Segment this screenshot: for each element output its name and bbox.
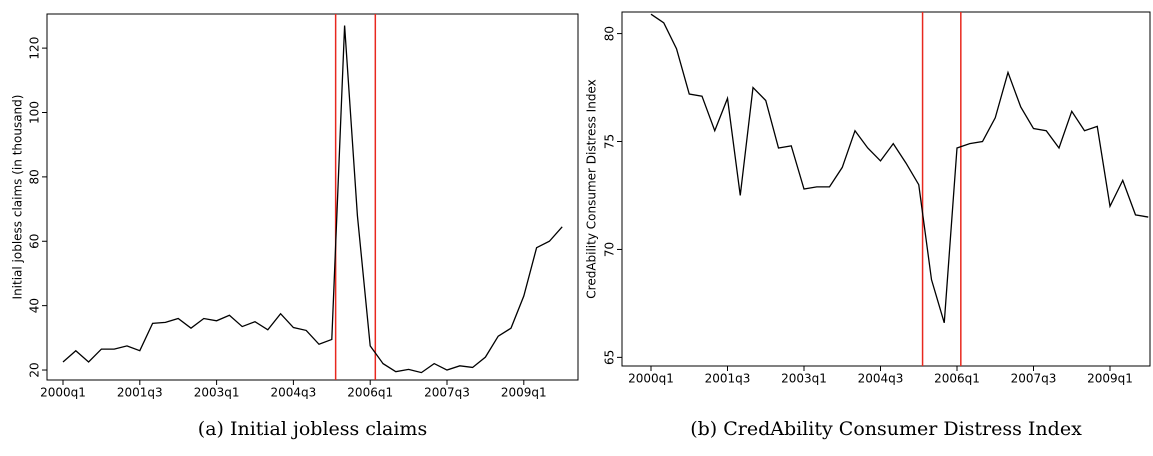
y-tick-label: 100 [28,101,42,124]
plot-frame [46,13,579,381]
y-tick-label: 75 [603,134,617,149]
x-tick-label: 2009q1 [501,386,547,400]
x-tick-label: 2006q1 [347,386,393,400]
x-tick-label: 2009q1 [1087,372,1133,386]
y-tick-label: 60 [28,234,42,249]
x-tick-label: 2006q1 [934,372,980,386]
x-tick-label: 2003q1 [194,386,240,400]
y-tick-label: 65 [603,350,617,365]
x-tick-label: 2004q3 [271,386,317,400]
y-axis-label: Initial jobless claims (in thousand) [11,95,25,300]
x-tick-label: 2000q1 [628,372,674,386]
data-line [62,25,563,374]
plot-frame [621,11,1151,367]
caption: (b) CredAbility Consumer Distress Index [690,418,1082,440]
y-axis-label: CredAbility Consumer Distress Index [585,79,599,298]
x-tick-label: 2001q3 [705,372,751,386]
caption: (a) Initial jobless claims [198,418,427,440]
y-tick-label: 120 [28,37,42,60]
data-line [650,13,1149,324]
x-tick-label: 2000q1 [40,386,86,400]
x-tick-label: 2007q3 [424,386,470,400]
y-tick-label: 40 [28,298,42,313]
y-tick-label: 80 [603,26,617,41]
x-tick-label: 2007q3 [1011,372,1057,386]
x-tick-label: 2004q3 [858,372,904,386]
y-tick-label: 70 [603,242,617,257]
y-tick-label: 80 [28,169,42,184]
x-tick-label: 2001q3 [117,386,163,400]
y-tick-label: 20 [28,362,42,377]
x-tick-label: 2003q1 [781,372,827,386]
